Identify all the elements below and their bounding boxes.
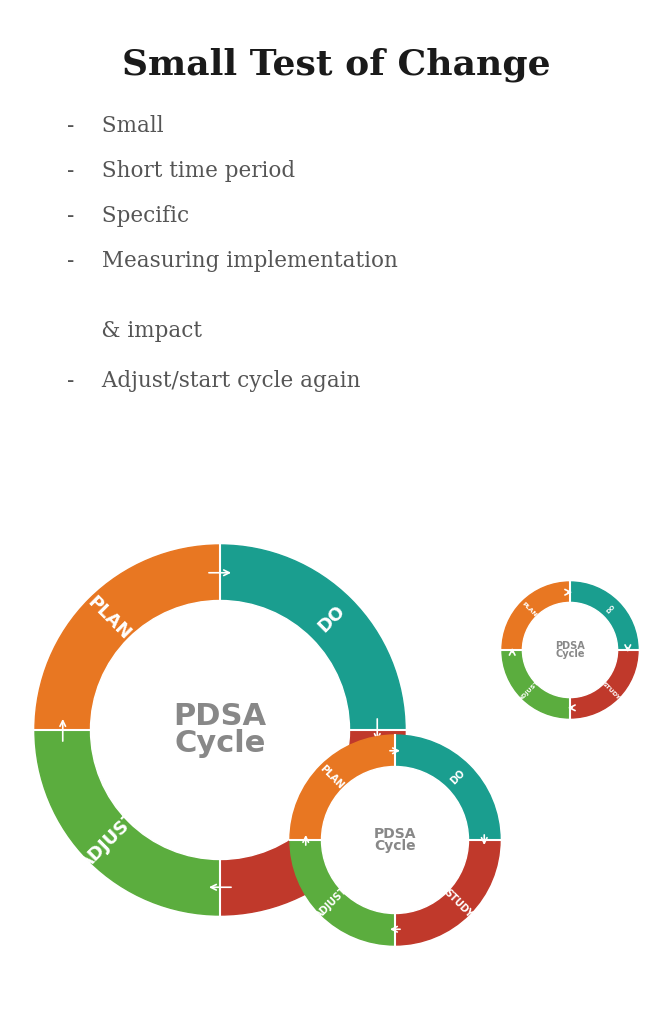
Text: STUDY: STUDY	[442, 887, 474, 920]
Text: PLAN: PLAN	[83, 594, 134, 644]
Text: -    Short time period: - Short time period	[67, 160, 295, 182]
Text: & impact: & impact	[67, 319, 202, 342]
Text: DO: DO	[314, 602, 348, 636]
Wedge shape	[220, 545, 405, 730]
Text: Cycle: Cycle	[174, 729, 265, 758]
Wedge shape	[395, 840, 500, 945]
Text: PLAN: PLAN	[318, 763, 345, 791]
Text: ADJUST: ADJUST	[314, 885, 350, 921]
Text: PDSA: PDSA	[555, 641, 585, 651]
Text: PDSA: PDSA	[173, 702, 267, 731]
Wedge shape	[290, 840, 395, 945]
Text: -    Small: - Small	[67, 115, 164, 137]
Text: STUDY: STUDY	[601, 681, 621, 700]
Wedge shape	[35, 545, 220, 730]
Text: DO: DO	[449, 768, 468, 786]
Wedge shape	[570, 650, 638, 718]
Text: -    Measuring implementation: - Measuring implementation	[67, 250, 398, 272]
Text: DO: DO	[605, 604, 616, 614]
Text: Small Test of Change: Small Test of Change	[122, 48, 550, 83]
Text: Cycle: Cycle	[555, 649, 585, 659]
Text: STUDY: STUDY	[301, 811, 361, 871]
Circle shape	[91, 600, 349, 859]
Text: PDSA: PDSA	[374, 827, 416, 841]
Text: ADJUST: ADJUST	[518, 680, 540, 702]
Wedge shape	[502, 650, 570, 718]
Circle shape	[522, 602, 618, 697]
Wedge shape	[502, 582, 570, 650]
Text: -    Specific: - Specific	[67, 205, 190, 227]
Wedge shape	[570, 582, 638, 650]
Wedge shape	[220, 730, 405, 915]
Wedge shape	[35, 730, 220, 915]
Text: -    Adjust/start cycle again: - Adjust/start cycle again	[67, 370, 361, 392]
Text: ADJUST: ADJUST	[76, 808, 142, 874]
Wedge shape	[395, 735, 500, 840]
Text: Cycle: Cycle	[374, 839, 416, 853]
Circle shape	[321, 767, 468, 913]
Wedge shape	[290, 735, 395, 840]
Text: PLAN: PLAN	[521, 601, 538, 617]
